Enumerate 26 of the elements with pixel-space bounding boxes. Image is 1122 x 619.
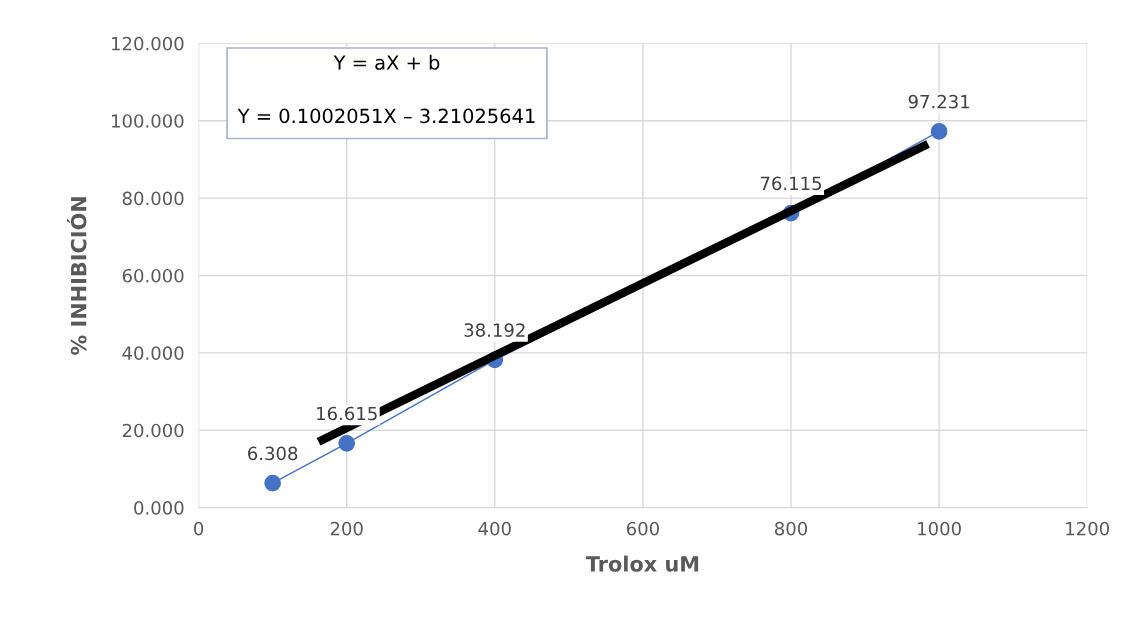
data-label: 38.192 bbox=[464, 323, 525, 337]
data-label: 76.115 bbox=[760, 176, 822, 191]
point bbox=[264, 474, 281, 492]
y-tick-label: 100.000 bbox=[112, 114, 184, 128]
data-label: 6.308 bbox=[248, 446, 298, 461]
x-tick-label: 1000 bbox=[918, 521, 961, 536]
x-tick-label: 0 bbox=[194, 521, 204, 536]
annotation: Y = aX + b bbox=[333, 54, 440, 70]
y-tick-label: 40.000 bbox=[122, 346, 184, 360]
annotation: Y = 0.1002051X – 3.21025641 bbox=[237, 108, 535, 124]
data-label: 16.615 bbox=[317, 406, 377, 421]
data-label: 97.231 bbox=[908, 94, 970, 109]
x-tick-label: 200 bbox=[330, 521, 363, 536]
y-axis-title: % INHIBICIÓN bbox=[66, 197, 87, 355]
x-tick-label: 800 bbox=[775, 521, 808, 536]
y-tick-label: 120.000 bbox=[112, 36, 184, 51]
x-tick-label: 400 bbox=[478, 521, 511, 536]
y-tick-label: 20.000 bbox=[122, 423, 184, 438]
point bbox=[338, 434, 356, 452]
point bbox=[930, 123, 948, 140]
x-axis-title: Trolox uM bbox=[585, 555, 699, 572]
y-tick-label: 0.000 bbox=[134, 501, 184, 515]
y-tick-label: 80.000 bbox=[122, 191, 184, 206]
x-tick-label: 1200 bbox=[1066, 521, 1109, 536]
x-tick-label: 600 bbox=[626, 521, 659, 536]
y-tick-label: 60.000 bbox=[122, 268, 184, 283]
